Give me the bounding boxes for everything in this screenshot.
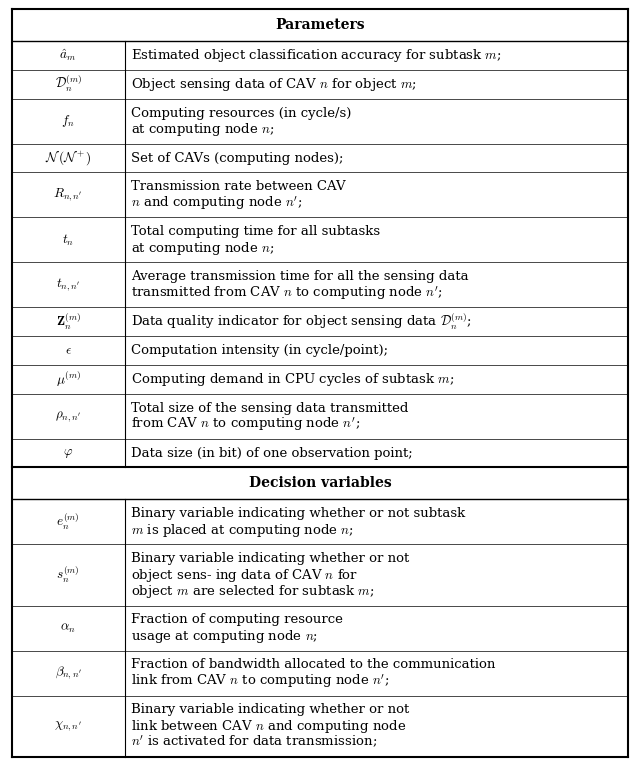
Text: Set of CAVs (computing nodes);: Set of CAVs (computing nodes); [131, 152, 344, 165]
Text: $m$ is placed at computing node $n$;: $m$ is placed at computing node $n$; [131, 522, 354, 538]
Text: Binary variable indicating whether or not: Binary variable indicating whether or no… [131, 552, 410, 565]
Text: Decision variables: Decision variables [248, 476, 392, 490]
Text: Binary variable indicating whether or not: Binary variable indicating whether or no… [131, 703, 410, 716]
Text: $\rho_{n,n'}$: $\rho_{n,n'}$ [55, 409, 81, 424]
Text: $\beta_{n,n'}$: $\beta_{n,n'}$ [54, 665, 82, 682]
Text: link between CAV $n$ and computing node: link between CAV $n$ and computing node [131, 718, 406, 735]
Text: $t_{n,n'}$: $t_{n,n'}$ [56, 277, 81, 293]
Text: Total size of the sensing data transmitted: Total size of the sensing data transmitt… [131, 401, 408, 414]
Text: transmitted from CAV $n$ to computing node $n'$;: transmitted from CAV $n$ to computing no… [131, 284, 444, 302]
Text: Total computing time for all subtasks: Total computing time for all subtasks [131, 225, 380, 238]
Text: Transmission rate between CAV: Transmission rate between CAV [131, 180, 346, 193]
Text: $R_{n,n'}$: $R_{n,n'}$ [53, 187, 83, 203]
Text: Data size (in bit) of one observation point;: Data size (in bit) of one observation po… [131, 447, 413, 460]
Text: $s_n^{(m)}$: $s_n^{(m)}$ [56, 565, 80, 585]
Text: Computation intensity (in cycle/point);: Computation intensity (in cycle/point); [131, 344, 388, 357]
Text: Parameters: Parameters [275, 18, 365, 32]
Text: Computing resources (in cycle/s): Computing resources (in cycle/s) [131, 106, 351, 119]
Text: Fraction of computing resource: Fraction of computing resource [131, 614, 343, 627]
Text: $n'$ is activated for data transmission;: $n'$ is activated for data transmission; [131, 735, 378, 751]
Text: $\hat{a}_m$: $\hat{a}_m$ [60, 47, 77, 64]
Text: usage at computing node $n$;: usage at computing node $n$; [131, 627, 318, 645]
Text: Binary variable indicating whether or not subtask: Binary variable indicating whether or no… [131, 507, 465, 520]
Text: $\varphi$: $\varphi$ [63, 447, 73, 460]
Text: $t_n$: $t_n$ [62, 232, 74, 247]
Text: Fraction of bandwidth allocated to the communication: Fraction of bandwidth allocated to the c… [131, 659, 495, 672]
Text: $\chi_{n,n'}$: $\chi_{n,n'}$ [54, 719, 82, 733]
Text: object sens- ing data of CAV $n$ for: object sens- ing data of CAV $n$ for [131, 567, 358, 584]
Text: $f_n$: $f_n$ [61, 113, 75, 129]
Text: $\mathcal{D}_n^{(m)}$: $\mathcal{D}_n^{(m)}$ [54, 74, 82, 94]
Text: $\epsilon$: $\epsilon$ [65, 344, 72, 357]
Text: from CAV $n$ to computing node $n'$;: from CAV $n$ to computing node $n'$; [131, 415, 360, 433]
Text: $n$ and computing node $n'$;: $n$ and computing node $n'$; [131, 195, 303, 212]
Text: Object sensing data of CAV $n$ for object $m$;: Object sensing data of CAV $n$ for objec… [131, 76, 417, 93]
Text: object $m$ are selected for subtask $m$;: object $m$ are selected for subtask $m$; [131, 583, 375, 600]
Text: Data quality indicator for object sensing data $\mathcal{D}_n^{(m)}$;: Data quality indicator for object sensin… [131, 312, 472, 332]
Text: at computing node $n$;: at computing node $n$; [131, 240, 275, 257]
Text: Average transmission time for all the sensing data: Average transmission time for all the se… [131, 270, 469, 283]
Text: at computing node $n$;: at computing node $n$; [131, 121, 275, 138]
Text: $\mathcal{N}\,(\mathcal{N}^+)$: $\mathcal{N}\,(\mathcal{N}^+)$ [45, 149, 92, 168]
Text: $\alpha_n$: $\alpha_n$ [60, 621, 76, 635]
Text: $e_n^{(m)}$: $e_n^{(m)}$ [56, 512, 80, 532]
Text: Estimated object classification accuracy for subtask $m$;: Estimated object classification accuracy… [131, 47, 502, 64]
Text: Computing demand in CPU cycles of subtask $m$;: Computing demand in CPU cycles of subtas… [131, 371, 454, 388]
Text: link from CAV $n$ to computing node $n'$;: link from CAV $n$ to computing node $n'$… [131, 673, 390, 690]
Text: $\mu^{(m)}$: $\mu^{(m)}$ [56, 369, 81, 389]
Text: $\mathbf{Z}_n^{(m)}$: $\mathbf{Z}_n^{(m)}$ [56, 312, 81, 332]
